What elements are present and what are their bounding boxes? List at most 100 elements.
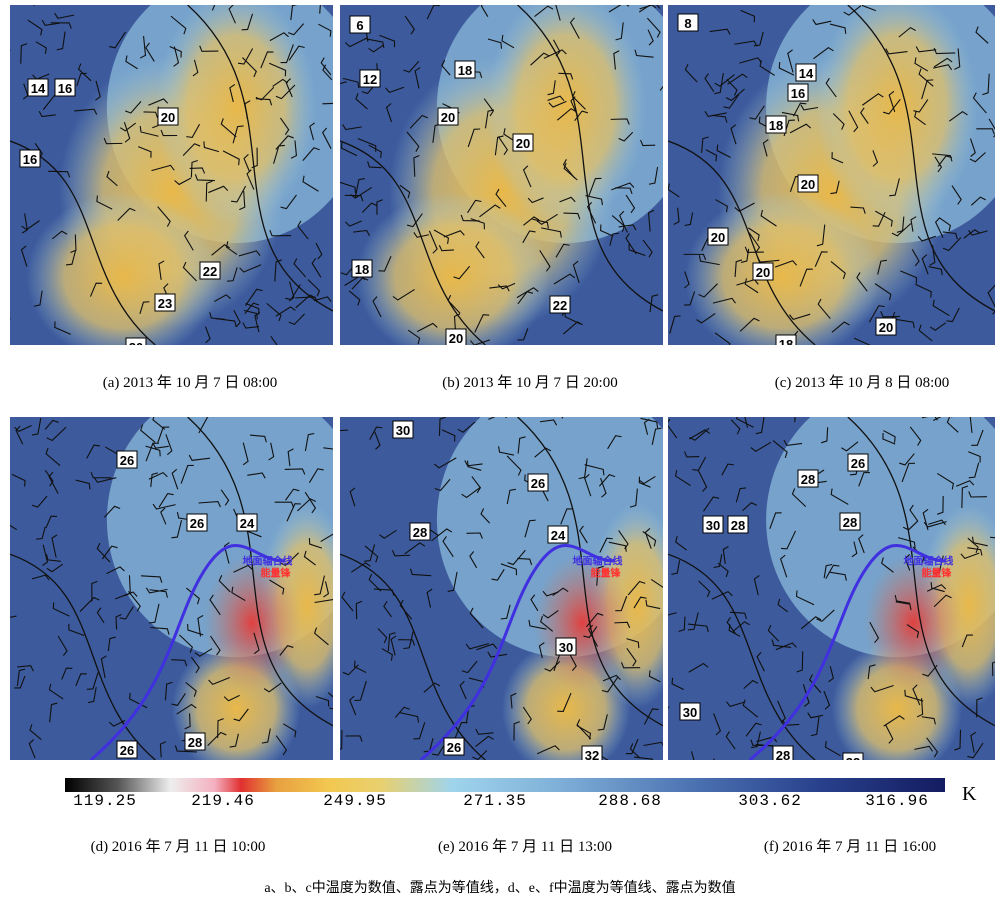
wind-barb (639, 5, 661, 10)
wind-barb (928, 266, 943, 276)
wind-barb (77, 63, 92, 82)
wind-barb (904, 554, 911, 571)
wind-barb (96, 607, 105, 624)
wind-barb (542, 590, 559, 597)
wind-barb (157, 206, 171, 227)
convergence-line (89, 544, 285, 760)
wind-barb (645, 599, 661, 610)
wind-barb (188, 454, 211, 461)
label-text: 18 (769, 118, 783, 133)
wind-barb (152, 503, 176, 510)
wind-barb (909, 504, 919, 522)
wind-barb (539, 250, 551, 272)
wind-barb (467, 199, 482, 214)
label-text: 32 (846, 755, 860, 760)
wind-barb (917, 235, 936, 242)
wind-barb (399, 711, 420, 723)
label-text: 30 (683, 705, 697, 720)
station-label: 20 (707, 227, 729, 246)
label-text: 20 (129, 340, 143, 345)
wind-barb (269, 229, 292, 237)
wind-barb (523, 216, 540, 226)
wind-barb (698, 255, 720, 266)
wind-barb (171, 520, 183, 539)
wind-barb (713, 554, 723, 569)
station-label: 28 (184, 732, 206, 751)
annotation: 地面辐合线 (243, 554, 293, 567)
wind-barb (901, 462, 915, 483)
wind-barb (369, 426, 383, 440)
wind-barb (125, 55, 138, 70)
wind-barb (318, 23, 332, 37)
wind-barb (414, 67, 421, 89)
wind-barb (225, 241, 238, 255)
wind-barb (106, 170, 118, 187)
label-text: 30 (559, 640, 573, 655)
wind-barb (68, 623, 85, 637)
wind-barb (968, 491, 987, 498)
label-text: 12 (363, 72, 377, 87)
wind-barb (357, 138, 377, 152)
wind-barb (598, 473, 616, 487)
wind-barb (404, 15, 415, 35)
wind-barb (21, 220, 40, 231)
wind-barb (619, 210, 628, 233)
wind-barb (394, 706, 410, 718)
station-label: 20 (157, 107, 179, 126)
wind-barb (828, 665, 835, 683)
wind-barb (243, 153, 250, 172)
convergence-line (419, 544, 615, 760)
wind-barb (173, 46, 180, 67)
label-text: 18 (779, 337, 793, 345)
label-box (409, 522, 431, 541)
wind-barb (517, 436, 526, 454)
wind-barb (35, 41, 47, 54)
wind-barb (31, 495, 48, 508)
warm-area (155, 5, 317, 226)
wind-barb (697, 469, 708, 492)
colorbar (65, 778, 945, 792)
wind-barb (487, 38, 503, 49)
wind-barb (967, 537, 979, 553)
wind-barb (340, 429, 349, 432)
wind-barb (211, 5, 216, 11)
wind-barb (921, 716, 936, 725)
wind-barb (601, 676, 619, 693)
wind-barb (794, 417, 796, 423)
contour (340, 553, 486, 760)
wind-barb (158, 492, 174, 508)
wind-barb (20, 245, 28, 267)
label-box (839, 512, 861, 531)
wind-barb (406, 213, 423, 228)
wind-barb (936, 472, 954, 490)
station-label: 24 (547, 525, 569, 544)
wind-barb (431, 528, 453, 542)
wind-barb (848, 110, 859, 133)
wind-barb (799, 268, 813, 287)
wind-barb (933, 417, 953, 421)
wind-barb (313, 296, 332, 303)
wind-barb (883, 430, 896, 443)
label-text: 20 (449, 331, 463, 345)
label-box (775, 334, 797, 345)
wind-barb (783, 439, 803, 447)
panel-caption: (e) 2016 年 7 月 11 日 13:00 (437, 839, 613, 855)
wind-barb (704, 111, 727, 117)
wind-barb (740, 248, 750, 263)
label-text: 28 (188, 735, 202, 750)
wind-barb (772, 440, 788, 458)
station-label: 20 (125, 337, 147, 345)
wind-barb (824, 741, 841, 757)
wind-barb (495, 188, 507, 208)
wind-barb (87, 686, 97, 704)
wind-barb (921, 79, 934, 100)
wind-barb (287, 448, 294, 467)
wind-barb (516, 287, 539, 299)
wind-barb (228, 5, 236, 24)
wind-barb (308, 468, 324, 483)
wind-barb (934, 217, 944, 238)
wind-barb (368, 144, 382, 159)
wind-barb (914, 57, 929, 72)
wind-barb (646, 17, 661, 38)
wind-barb (894, 594, 911, 604)
